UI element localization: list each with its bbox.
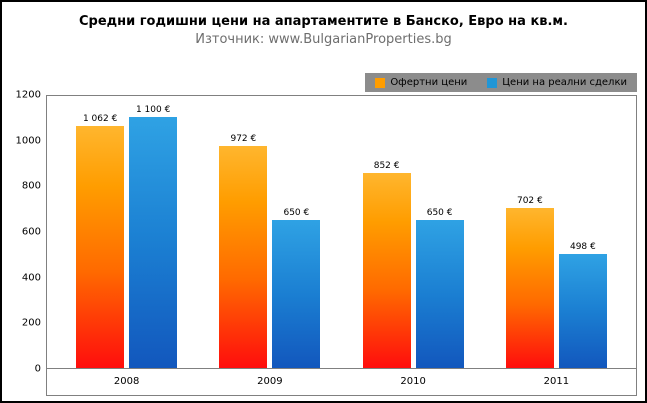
y-tick-label: 1000 (15, 135, 41, 147)
y-tick-label: 400 (21, 272, 41, 284)
bar-column: 972 € (219, 134, 268, 368)
x-axis: 2008 2009 2010 2011 (46, 369, 637, 396)
bar-group: 702 € 498 € (505, 96, 607, 368)
x-category-label: 2010 (400, 376, 426, 387)
bar-group: 852 € 650 € (362, 96, 464, 368)
bar-column: 702 € (505, 195, 554, 368)
y-tick-label: 1200 (15, 89, 41, 101)
bar-column: 1 100 € (129, 104, 178, 368)
legend-item: Цени на реални сделки (487, 77, 627, 88)
legend-item: Офертни цени (375, 77, 467, 88)
bar-value-label: 650 € (283, 207, 310, 218)
y-tick-label: 200 (21, 317, 41, 329)
x-category-label: 2011 (543, 376, 570, 387)
bar-value-label: 498 € (569, 242, 596, 253)
bar (76, 125, 125, 368)
legend-swatch-icon (487, 77, 498, 88)
y-tick-label: 800 (21, 180, 41, 192)
legend-label: Цени на реални сделки (502, 77, 627, 88)
chart-body: 0 200 400 600 800 1000 1200 1 062 € 1 100 € 972 … (10, 90, 637, 396)
bar-value-label: 852 € (373, 161, 400, 172)
bar-column: 1 062 € (76, 113, 125, 368)
bar-column: 852 € (362, 161, 411, 368)
bar-value-label: 702 € (516, 195, 543, 206)
bar (362, 173, 411, 368)
y-tick-label: 0 (34, 363, 41, 375)
bar-column: 498 € (558, 242, 607, 368)
bar-column: 650 € (272, 207, 321, 368)
plot-area: 1 062 € 1 100 € 972 € 650 € 852 € 650 € 702 € 4… (46, 95, 637, 369)
bar (415, 219, 464, 368)
bar (219, 146, 268, 368)
legend-swatch-icon (375, 77, 386, 88)
bar-column: 650 € (415, 207, 464, 368)
bar (272, 219, 321, 368)
chart-title: Средни годишни цени на апартаментите в Б… (78, 14, 568, 29)
plot-column: 1 062 € 1 100 € 972 € 650 € 852 € 650 € 702 € 4… (46, 95, 637, 396)
bar (558, 254, 607, 368)
chart-legend: Офертни цени Цени на реални сделки (365, 73, 637, 92)
bar-value-label: 1 100 € (135, 104, 171, 115)
bar-value-label: 972 € (230, 134, 257, 145)
bar-group: 972 € 650 € (219, 96, 321, 368)
y-axis: 0 200 400 600 800 1000 1200 (10, 90, 46, 375)
legend-label: Офертни цени (390, 77, 468, 88)
bar (505, 207, 554, 368)
x-category-label: 2009 (257, 376, 283, 387)
y-tick-label: 600 (21, 226, 41, 238)
chart-subtitle: Източник: www.BulgarianProperties.bg (195, 32, 452, 47)
bar-value-label: 1 062 € (82, 113, 118, 124)
bar-group: 1 062 € 1 100 € (76, 96, 178, 368)
x-category-label: 2008 (113, 376, 140, 387)
bar (129, 116, 178, 368)
bar-value-label: 650 € (426, 207, 453, 218)
